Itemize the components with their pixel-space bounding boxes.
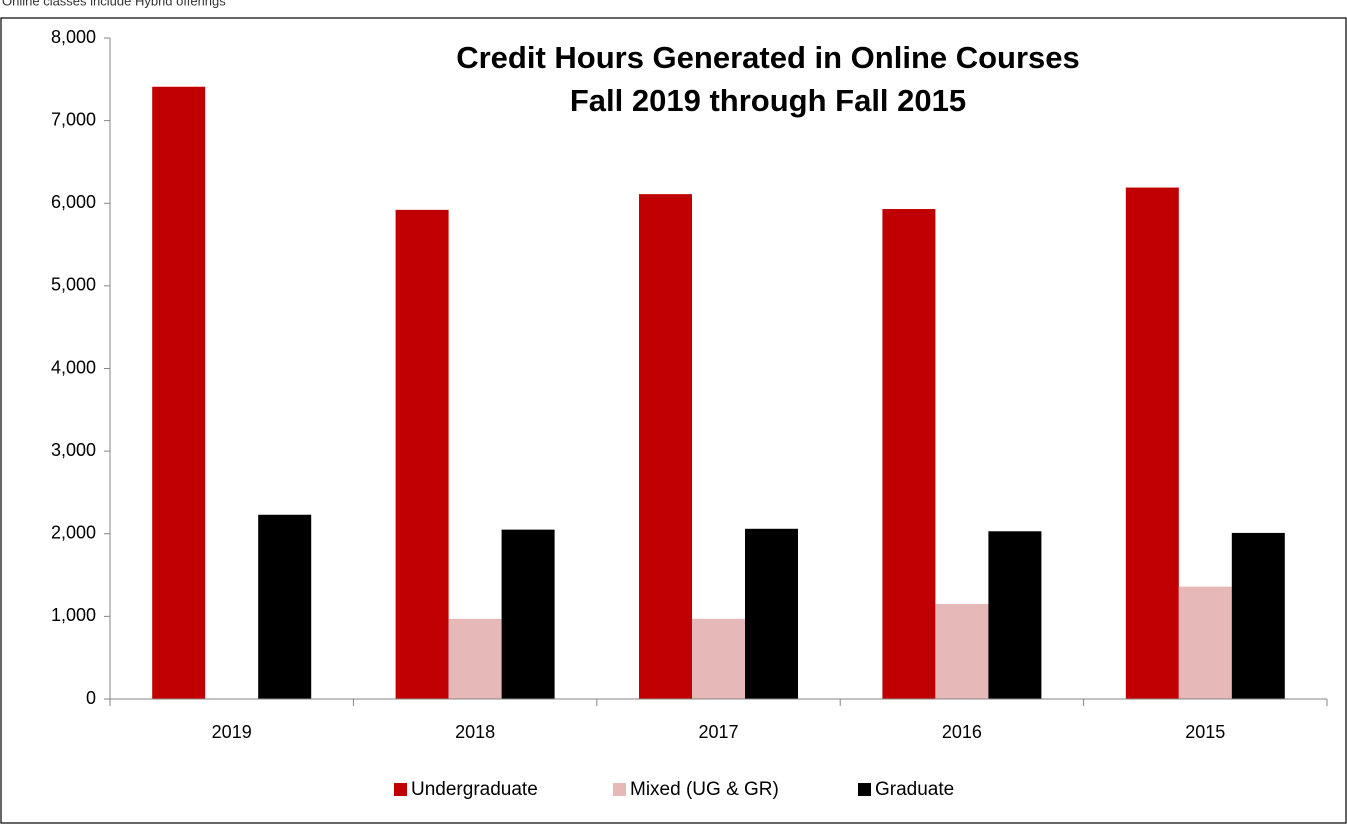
bar — [935, 603, 989, 699]
chart-title: Credit Hours Generated in Online Courses — [456, 40, 1080, 75]
bar — [448, 618, 502, 699]
y-tick-label: 2,000 — [51, 523, 96, 543]
y-tick-label: 1,000 — [51, 605, 96, 625]
x-tick-label: 2017 — [698, 722, 738, 742]
y-tick-label: 4,000 — [51, 357, 96, 377]
chart-border — [0, 17, 1347, 824]
bar — [1125, 187, 1179, 699]
y-tick-label: 0 — [86, 688, 96, 708]
chart-subtitle: Fall 2019 through Fall 2015 — [570, 83, 966, 118]
y-tick-label: 7,000 — [51, 109, 96, 129]
legend-swatch — [394, 783, 407, 796]
note: Online classes include Hybrid offerings — [2, 0, 226, 8]
bar — [639, 194, 692, 699]
bar — [152, 86, 206, 699]
bar — [988, 531, 1042, 699]
x-tick-label: 2019 — [212, 722, 252, 742]
x-tick-label: 2016 — [942, 722, 982, 742]
bar — [501, 529, 555, 699]
legend-label: Undergraduate — [411, 779, 538, 800]
legend-swatch — [613, 783, 626, 796]
legend-label: Graduate — [875, 779, 954, 800]
legend-label: Mixed (UG & GR) — [630, 779, 779, 800]
bar — [1178, 586, 1232, 699]
y-tick-label: 5,000 — [51, 275, 96, 295]
bar — [395, 209, 449, 700]
x-tick-label: 2018 — [455, 722, 495, 742]
bar — [882, 209, 936, 699]
bar — [692, 618, 745, 699]
bar — [258, 514, 312, 699]
bar — [745, 528, 798, 699]
x-tick-label: 2015 — [1185, 722, 1225, 742]
y-tick-label: 3,000 — [51, 440, 96, 460]
y-tick-label: 8,000 — [51, 27, 96, 47]
y-tick-label: 6,000 — [51, 192, 96, 212]
legend-swatch — [858, 783, 871, 796]
bar — [1231, 532, 1285, 699]
